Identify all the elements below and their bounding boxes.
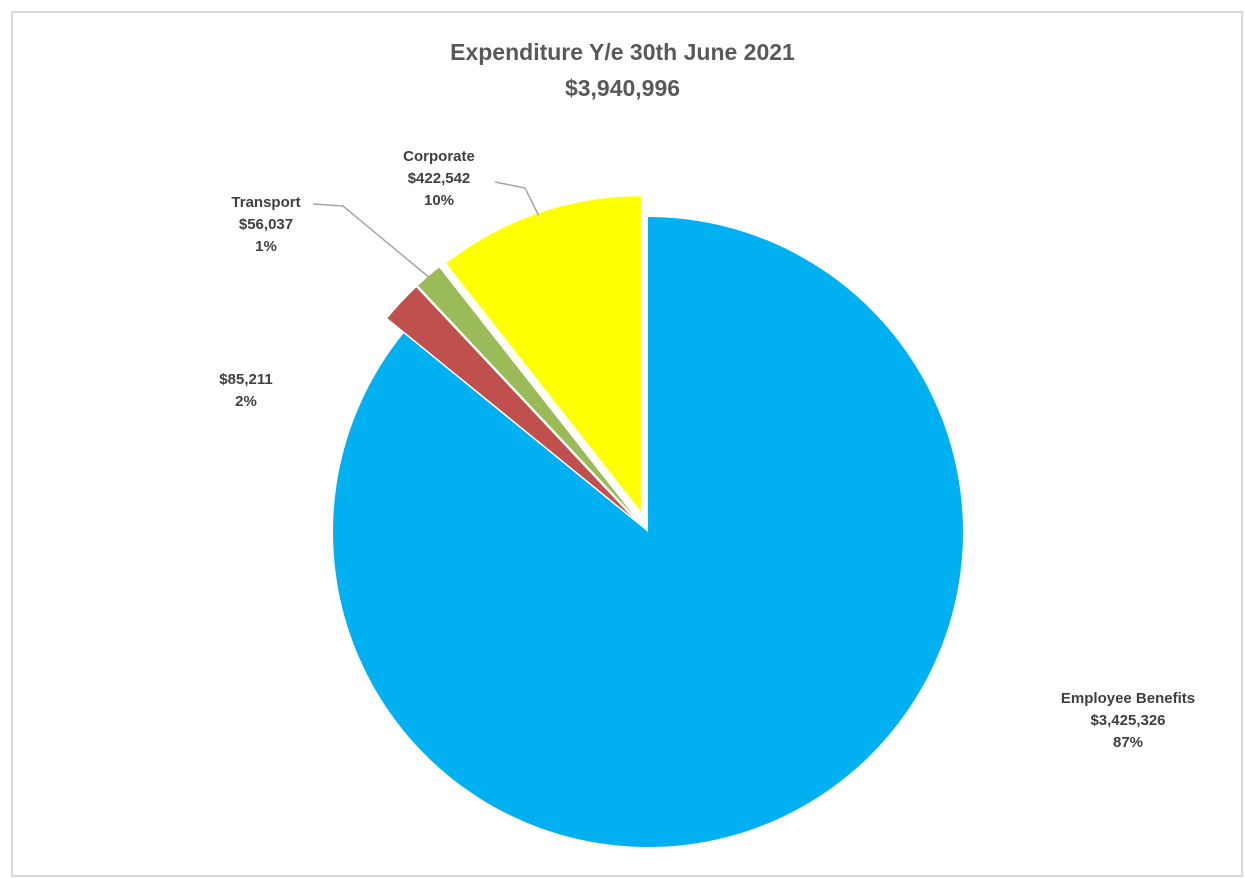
slice-value: $422,542 bbox=[407, 170, 471, 187]
pie-slice-corporate bbox=[446, 196, 641, 512]
chart-title: Expenditure Y/e 30th June 2021 bbox=[450, 39, 795, 65]
slice-name: Employee Benefits bbox=[1060, 690, 1196, 707]
slice-percent: 10% bbox=[423, 192, 455, 209]
pie-slices bbox=[333, 196, 964, 847]
leader-line bbox=[312, 203, 431, 279]
slice-percent: 1% bbox=[255, 238, 277, 255]
slice-name: Transport bbox=[231, 194, 301, 211]
pie-slice-employee-benefits bbox=[333, 217, 964, 847]
slice-value: $85,211 bbox=[219, 371, 273, 388]
data-label-employee-benefits: Employee Benefits $3,425,326 87% bbox=[1028, 688, 1228, 754]
data-label-other: $85,211 2% bbox=[186, 369, 306, 413]
data-label-corporate: Corporate $422,542 10% bbox=[379, 146, 499, 212]
pie-slice-transport bbox=[418, 267, 634, 516]
pie-slice-other bbox=[387, 287, 632, 518]
slice-name: Corporate bbox=[403, 148, 475, 165]
slice-percent: 87% bbox=[1112, 734, 1144, 751]
slice-value: $3,425,326 bbox=[1090, 712, 1166, 729]
data-label-transport: Transport $56,037 1% bbox=[206, 192, 326, 258]
slice-value: $56,037 bbox=[238, 216, 294, 233]
leader-line bbox=[494, 181, 540, 216]
slice-percent: 2% bbox=[235, 393, 257, 410]
chart-subtitle: $3,940,996 bbox=[564, 75, 681, 101]
leader-lines bbox=[312, 181, 540, 279]
